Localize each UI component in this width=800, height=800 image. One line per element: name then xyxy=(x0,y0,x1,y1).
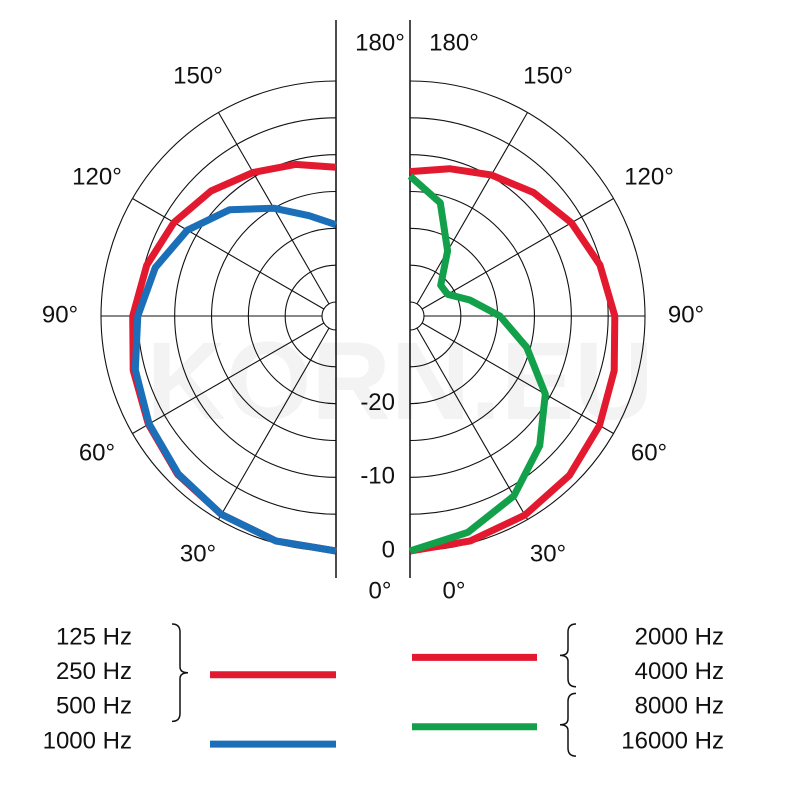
legend-label: 2000 Hz xyxy=(635,623,724,650)
legend-label: 1000 Hz xyxy=(43,727,132,754)
legend-label: 250 Hz xyxy=(56,658,132,685)
r-tick-label: -10 xyxy=(360,463,395,490)
r-tick-label: 0 xyxy=(382,536,395,563)
brace xyxy=(559,623,577,688)
angle-label: 30° xyxy=(180,540,216,567)
angle-label: 60° xyxy=(79,439,115,466)
angle-label: 30° xyxy=(530,540,566,567)
spoke xyxy=(416,112,528,305)
angle-label: 0° xyxy=(369,577,392,604)
angle-label: 90° xyxy=(668,301,704,328)
angle-label: 0° xyxy=(443,577,466,604)
legend-label: 4000 Hz xyxy=(635,658,724,685)
angle-label: 120° xyxy=(72,163,122,190)
brace xyxy=(559,692,577,757)
angle-label: 150° xyxy=(173,62,223,89)
angle-label: 180° xyxy=(355,29,405,56)
grid-ring xyxy=(321,301,337,331)
angle-label: 180° xyxy=(429,29,479,56)
brace xyxy=(171,623,189,723)
legend-label: 8000 Hz xyxy=(635,693,724,720)
spoke xyxy=(421,198,614,310)
curve xyxy=(409,165,619,555)
angle-label: 60° xyxy=(631,439,667,466)
r-tick-label: -20 xyxy=(360,389,395,416)
angle-label: 150° xyxy=(523,62,573,89)
curve xyxy=(131,204,338,555)
spoke xyxy=(421,322,614,434)
legend-label: 500 Hz xyxy=(56,693,132,720)
angle-label: 120° xyxy=(624,163,674,190)
spoke xyxy=(132,198,325,310)
angle-label: 90° xyxy=(42,301,78,328)
spoke xyxy=(218,327,330,520)
grid-ring xyxy=(409,301,425,331)
legend-label: 16000 Hz xyxy=(621,727,724,754)
spoke xyxy=(132,322,325,434)
legend-label: 125 Hz xyxy=(56,623,132,650)
curve xyxy=(407,173,549,555)
spoke xyxy=(416,327,528,520)
